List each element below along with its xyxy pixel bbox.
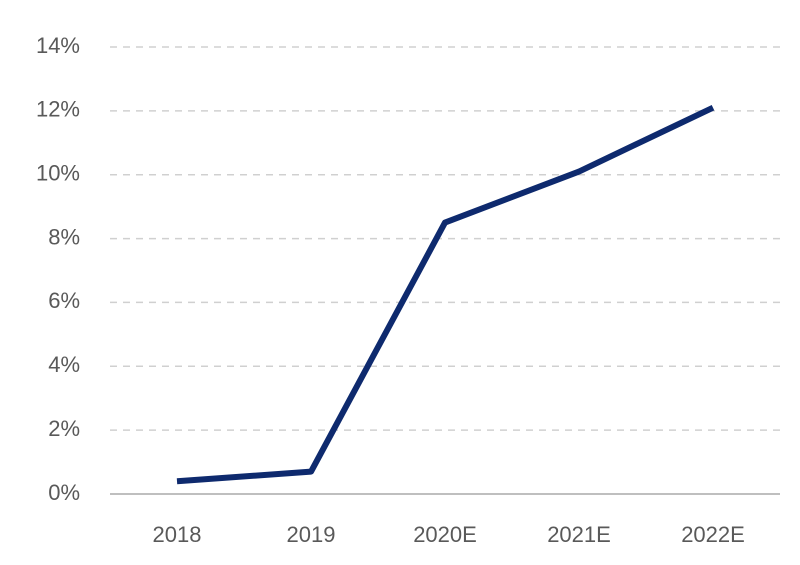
y-tick-label: 0%: [48, 480, 80, 505]
y-tick-label: 2%: [48, 416, 80, 441]
y-tick-label: 12%: [36, 97, 80, 122]
x-tick-label: 2020E: [413, 522, 477, 547]
data-line: [176, 104, 715, 485]
x-tick-label: 2022E: [681, 522, 745, 547]
y-tick-label: 8%: [48, 224, 80, 249]
y-tick-label: 6%: [48, 288, 80, 313]
y-tick-label: 14%: [36, 33, 80, 58]
x-tick-label: 2018: [153, 522, 202, 547]
y-tick-label: 4%: [48, 352, 80, 377]
x-tick-label: 2019: [287, 522, 336, 547]
x-tick-label: 2021E: [547, 522, 611, 547]
y-tick-label: 10%: [36, 161, 80, 186]
